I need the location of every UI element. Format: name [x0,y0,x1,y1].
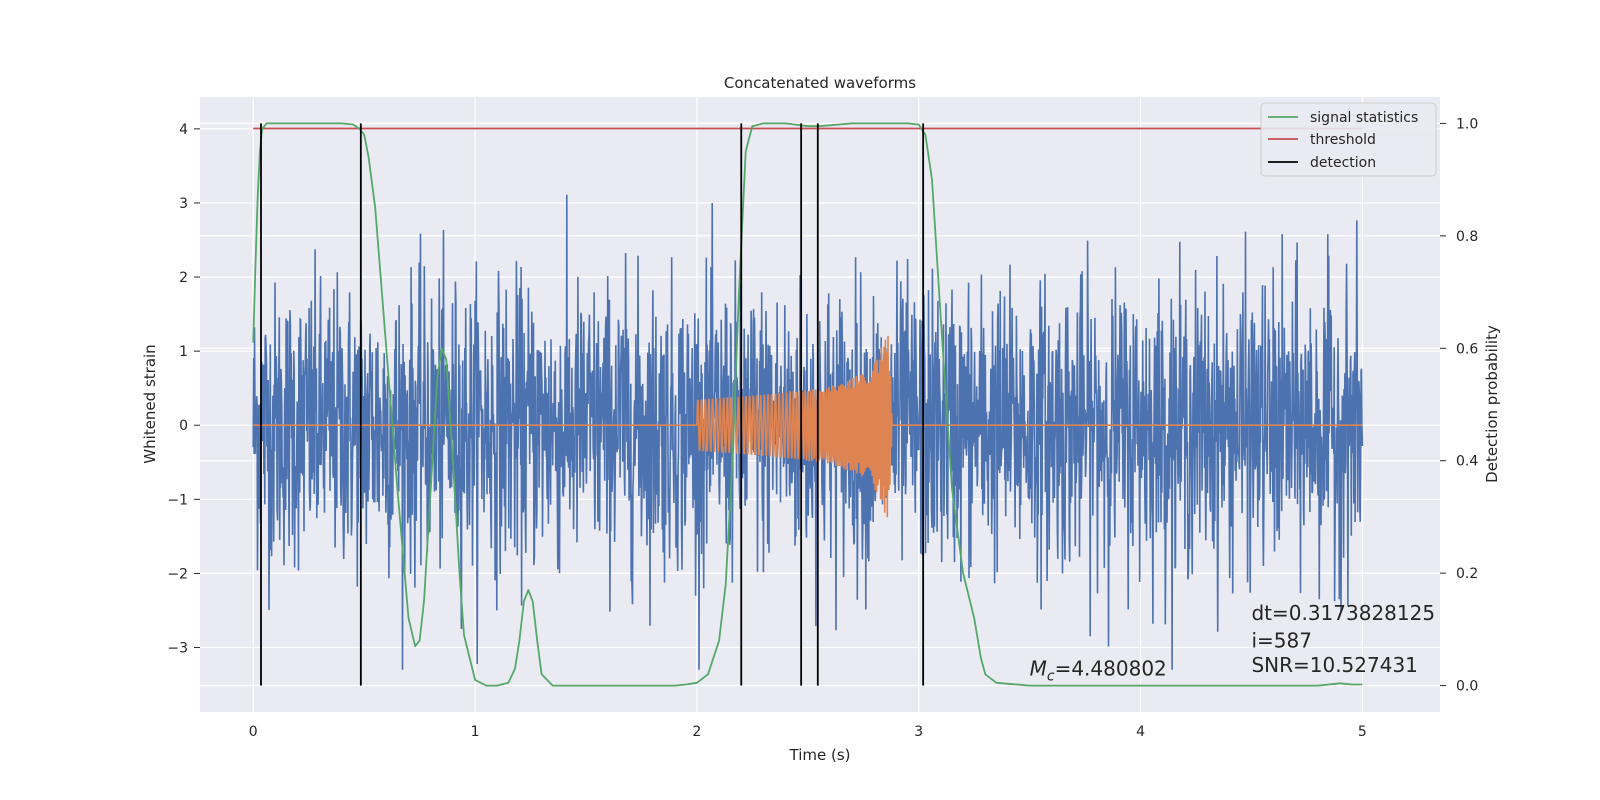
x-tick-label: 3 [914,724,923,740]
y-tick-label: 0 [179,418,188,434]
y2-axis-label: Detection probability [1483,325,1501,483]
annotation-i: i=587 [1251,629,1312,653]
legend-label-detection: detection [1310,155,1376,171]
injected-waveform-series [253,335,1363,518]
annotation-dt: dt=0.3173828125 [1251,601,1435,625]
annotation-mc: Mc=4.480802 [1030,657,1167,685]
legend-frame [1260,102,1437,177]
y-tick-label: −3 [167,641,188,657]
chart-title: Concatenated waveforms [724,74,916,92]
signal-statistics-series [252,122,1363,687]
x-tick-label: 5 [1358,724,1367,740]
y2-tick-label: 0.4 [1456,454,1478,470]
y2-tick-label: 0.6 [1456,341,1478,357]
annotation-snr: SNR=10.527431 [1251,653,1417,677]
y-tick-label: −1 [167,492,188,508]
x-tick-label: 1 [471,724,480,740]
x-tick-label: 0 [249,724,258,740]
y2-tick-label: 1.0 [1456,116,1478,132]
legend-label-signal-statistics: signal statistics [1310,110,1418,126]
annotations: Mc=4.480802 dt=0.3173828125 i=587SNR=10.5… [1030,601,1435,685]
y-tick-label: −2 [167,566,188,582]
legend-label-threshold: threshold [1310,132,1376,148]
y-tick-label: 4 [179,122,188,138]
y2-tick-label: 0.0 [1456,679,1478,695]
x-tick-label: 4 [1136,724,1145,740]
x-tick-label: 2 [692,724,701,740]
y-tick-label: 3 [179,196,188,212]
y-tick-label: 1 [179,344,188,360]
legend: signal statistics threshold detection [1260,102,1437,177]
y2-tick-label: 0.8 [1456,229,1478,245]
y2-tick-label: 0.2 [1456,566,1478,582]
y-axis-label: Whitened strain [141,344,159,463]
y-tick-label: 2 [179,270,188,286]
series-layer [252,122,1364,687]
ticks-layer: 0 1 2 3 4 5 −3 −2 −1 0 1 2 3 4 0.0 0.2 0.4 0.6 0.8 1.0 [167,116,1478,740]
x-axis-label: Time (s) [789,746,851,764]
